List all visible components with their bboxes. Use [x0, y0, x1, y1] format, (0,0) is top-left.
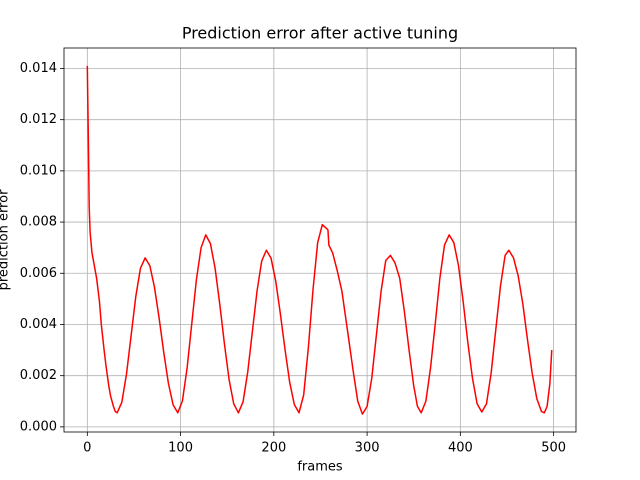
y-tick-label: 0.010: [20, 163, 57, 178]
y-tick-label: 0.014: [20, 61, 57, 76]
y-tick-label: 0.000: [20, 419, 57, 434]
y-axis-label: prediction error: [0, 189, 12, 290]
y-tick-label: 0.006: [20, 266, 57, 281]
data-line: [86, 65, 553, 415]
chart-title: Prediction error after active tuning: [182, 24, 458, 43]
x-tick-label: 500: [541, 441, 566, 456]
x-tick-label: 300: [355, 441, 380, 456]
x-axis-label: frames: [297, 460, 343, 475]
y-tick-label: 0.008: [20, 215, 57, 230]
x-tick-label: 400: [448, 441, 473, 456]
plot-frame: [63, 47, 577, 433]
y-tick-label: 0.002: [20, 368, 57, 383]
y-tick-label: 0.012: [20, 112, 57, 127]
x-tick-label: 200: [261, 441, 286, 456]
y-tick-label: 0.004: [20, 317, 57, 332]
x-tick-label: 100: [168, 441, 193, 456]
x-tick-label: 0: [83, 441, 91, 456]
